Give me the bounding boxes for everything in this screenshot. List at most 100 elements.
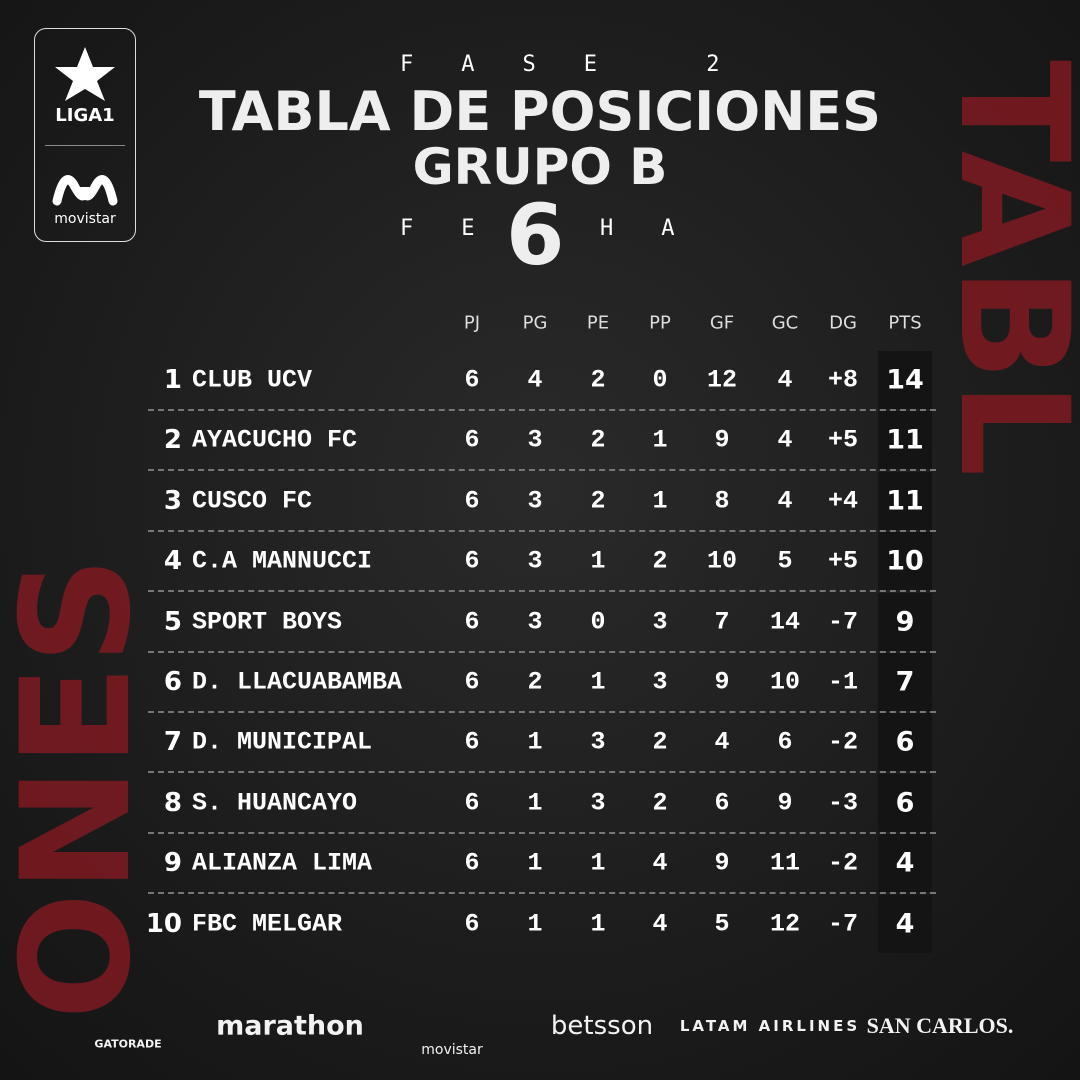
league-name: LIGA1 <box>55 105 115 126</box>
stat: 1 <box>652 425 668 455</box>
stat: 0 <box>590 607 606 637</box>
pts-box <box>878 351 932 409</box>
stat: 1 <box>590 667 606 697</box>
league-logo: LIGA1 movistar <box>34 28 136 242</box>
rank: 4 <box>163 546 182 577</box>
standings-table: PJ PG PE PP GF GC DG PTS 1 CLUB UCV 6 4 2 0 12 4 +8 14 2 AY… <box>145 312 936 953</box>
stat: 9 <box>777 788 793 818</box>
sponsor-logo: marathon <box>216 1010 364 1042</box>
stat: 12 <box>769 909 801 939</box>
date-number: 6 <box>506 186 565 284</box>
stat: 3 <box>652 667 668 697</box>
row-separator <box>148 711 936 713</box>
team-name: FBC MELGAR <box>192 909 343 939</box>
stat: -2 <box>827 848 859 878</box>
stat: 6 <box>464 848 480 878</box>
stat: 2 <box>652 546 668 576</box>
stat: 4 <box>777 486 793 516</box>
stat: +8 <box>827 365 859 395</box>
pts-box <box>878 894 932 953</box>
rank: 5 <box>163 606 182 637</box>
phase: FASE 2 <box>400 52 768 77</box>
row-separator <box>148 771 936 774</box>
stat: 11 <box>769 848 801 878</box>
rank: 8 <box>163 787 182 818</box>
stat: 3 <box>590 727 606 757</box>
stat: 9 <box>714 667 730 697</box>
stat: 10 <box>706 546 738 576</box>
sponsor-emblem <box>52 175 118 206</box>
rank: 10 <box>145 908 182 939</box>
stat: 7 <box>714 607 730 637</box>
stat: 2 <box>590 425 606 455</box>
stat: 9 <box>714 425 730 455</box>
row-separator <box>148 469 936 472</box>
points: 4 <box>895 908 915 940</box>
stat: 4 <box>777 425 793 455</box>
rank: 9 <box>163 848 182 879</box>
stat: 1 <box>527 909 543 939</box>
stat: 6 <box>464 909 480 939</box>
stat: 1 <box>590 848 606 878</box>
column-header: PJ <box>463 312 481 334</box>
stat: 3 <box>527 425 543 455</box>
stat: 1 <box>652 486 668 516</box>
stat: 6 <box>464 727 480 757</box>
points: 11 <box>886 485 924 517</box>
stat: 0 <box>652 365 668 395</box>
sponsor-logo: SAN CARLOS. <box>866 1013 1014 1038</box>
stat: 14 <box>769 607 801 637</box>
stat: 2 <box>527 667 543 697</box>
stat: 4 <box>777 365 793 395</box>
stat: 4 <box>652 848 668 878</box>
stat: 2 <box>590 365 606 395</box>
date-left: FE <box>400 216 523 241</box>
points: 6 <box>895 726 915 758</box>
rank: 1 <box>163 365 182 395</box>
stat: 6 <box>714 788 730 818</box>
row-separator <box>148 650 936 653</box>
pts-box <box>878 532 932 591</box>
group: GRUPO B <box>412 138 668 196</box>
points: 4 <box>895 847 915 879</box>
stat: 12 <box>706 365 738 395</box>
stat: 4 <box>714 727 730 757</box>
stat: 10 <box>769 667 801 697</box>
stat: 2 <box>590 486 606 516</box>
team-name: C.A MANNUCCI <box>192 546 373 576</box>
pts-box <box>878 471 932 530</box>
stat: 1 <box>527 848 543 878</box>
stat: 5 <box>777 546 793 576</box>
stat: 6 <box>464 788 480 818</box>
stat: -7 <box>827 607 859 637</box>
row-separator <box>148 409 936 411</box>
points: 9 <box>895 606 915 638</box>
stat: 8 <box>714 486 730 516</box>
stat: -2 <box>827 727 859 757</box>
row-separator <box>148 831 936 834</box>
rank: 6 <box>163 667 182 697</box>
stat: +4 <box>827 486 859 516</box>
sponsor-logo: movistar <box>421 1042 483 1058</box>
stat: 6 <box>464 486 480 516</box>
stat: 6 <box>777 727 793 757</box>
stat: 6 <box>464 365 480 395</box>
rank: 7 <box>163 727 182 758</box>
stat: 4 <box>652 909 668 939</box>
team-name: CLUB UCV <box>192 365 313 395</box>
points: 11 <box>886 424 924 456</box>
sponsor-logo: betsson <box>550 1011 654 1041</box>
column-header: GF <box>709 312 735 334</box>
column-header: DG <box>829 312 857 334</box>
stat: 4 <box>527 365 543 395</box>
row-separator <box>148 590 936 593</box>
sponsor-logo: GATORADE <box>94 1037 162 1051</box>
points: 10 <box>886 545 924 577</box>
stat: 2 <box>652 788 668 818</box>
points: 14 <box>886 364 924 396</box>
pts-box <box>878 834 932 893</box>
team-name: ALIANZA LIMA <box>192 848 373 878</box>
stat: 6 <box>464 667 480 697</box>
team-name: CUSCO FC <box>192 486 313 516</box>
